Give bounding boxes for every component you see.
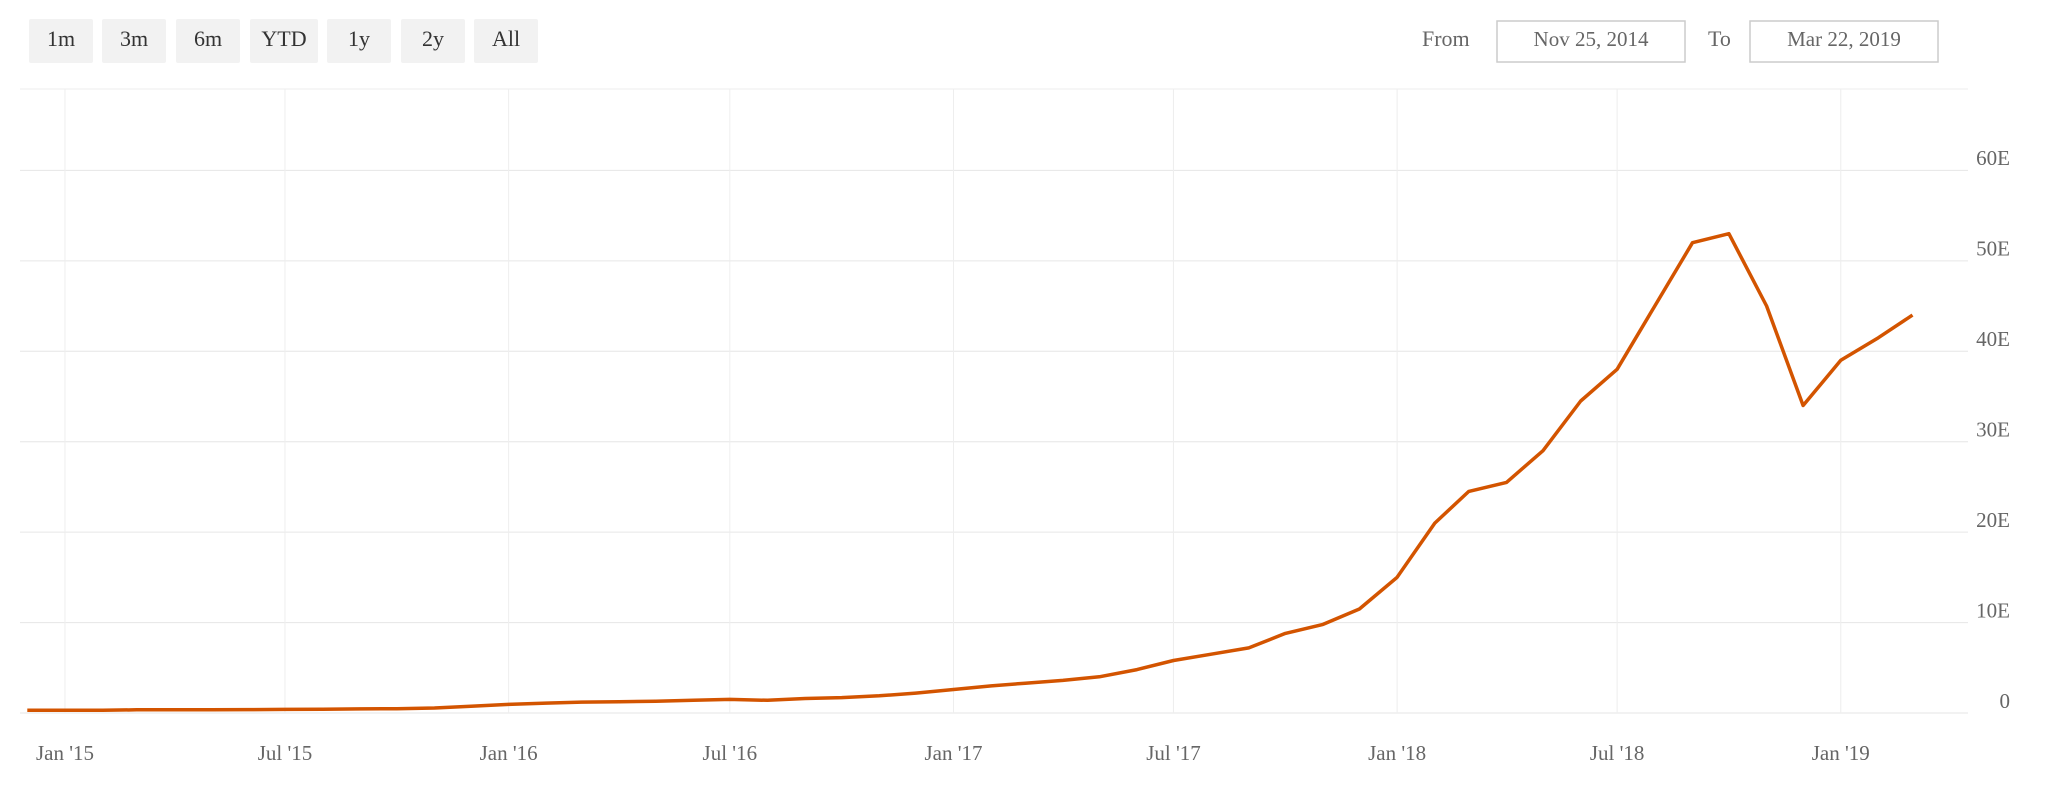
range-button[interactable] xyxy=(29,19,93,63)
y-tick-label: 20E xyxy=(1976,508,2010,532)
range-buttons: 1m 3m 6m YTD 1y 2y All xyxy=(29,19,538,63)
y-tick-label: 10E xyxy=(1976,598,2010,622)
range-button[interactable] xyxy=(102,19,166,63)
range-button-label[interactable]: YTD xyxy=(261,26,306,51)
from-input[interactable] xyxy=(1496,20,1686,63)
range-button-label[interactable]: 2y xyxy=(422,26,444,51)
y-tick-label: 30E xyxy=(1976,418,2010,442)
range-button-label[interactable]: 1y xyxy=(348,26,370,51)
line-series xyxy=(27,231,1914,713)
range-button[interactable] xyxy=(176,19,240,63)
from-label: From xyxy=(1422,26,1470,51)
range-button-label[interactable]: 6m xyxy=(194,26,222,51)
range-button[interactable] xyxy=(474,19,538,63)
y-tick-label: 40E xyxy=(1976,327,2010,351)
range-button[interactable] xyxy=(327,19,391,63)
range-button[interactable] xyxy=(250,19,318,63)
y-tick-label: 50E xyxy=(1976,237,2010,261)
x-tick-label: Jan '17 xyxy=(924,741,982,765)
to-value[interactable]: Mar 22, 2019 xyxy=(1787,27,1901,51)
y-tick-label: 60E xyxy=(1976,146,2010,170)
to-label: To xyxy=(1708,26,1731,51)
range-button-label[interactable]: All xyxy=(492,26,520,51)
x-tick-label: Jan '15 xyxy=(36,741,94,765)
x-tick-label: Jan '19 xyxy=(1812,741,1870,765)
range-button-label[interactable]: 1m xyxy=(47,26,75,51)
from-value[interactable]: Nov 25, 2014 xyxy=(1534,27,1649,51)
grid: 0 10E 20E 30E 40E 50E 60E Jan '15 Jul '15 Jan '16… xyxy=(20,88,2011,765)
range-button-label[interactable]: 3m xyxy=(120,26,148,51)
x-tick-label: Jul '15 xyxy=(258,741,313,765)
plot xyxy=(27,231,1914,713)
x-tick-label: Jan '18 xyxy=(1368,741,1426,765)
y-tick-label: 0 xyxy=(2000,689,2011,713)
x-tick-label: Jan '16 xyxy=(480,741,538,765)
range-button[interactable] xyxy=(401,19,465,63)
x-tick-label: Jul '17 xyxy=(1146,741,1201,765)
to-input[interactable] xyxy=(1749,20,1939,63)
x-tick-label: Jul '16 xyxy=(703,741,758,765)
x-tick-label: Jul '18 xyxy=(1590,741,1645,765)
